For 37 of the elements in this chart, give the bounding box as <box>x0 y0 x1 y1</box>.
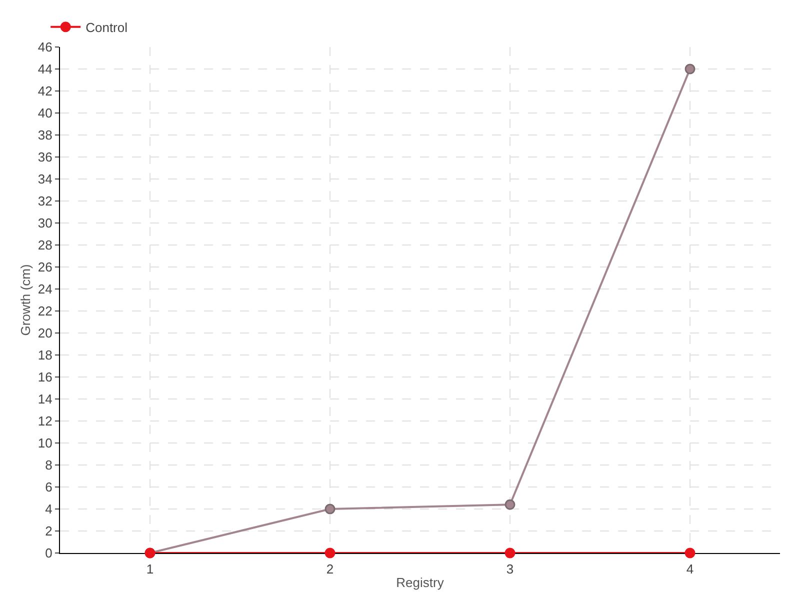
y-tick-label: 34 <box>38 172 52 187</box>
y-tick-label: 6 <box>45 480 52 495</box>
point <box>324 504 336 514</box>
y-tick-label: 16 <box>38 370 52 385</box>
y-tick-label: 0 <box>45 546 52 561</box>
y-tick-label: 44 <box>38 62 52 77</box>
x-tick-label: 3 <box>506 562 514 577</box>
x-tick-label: 4 <box>686 562 694 577</box>
y-tick-label: 40 <box>38 106 52 121</box>
point <box>684 64 696 74</box>
y-tick-label: 26 <box>38 260 52 275</box>
x-tick-label: 2 <box>326 562 334 577</box>
y-tick-label: 28 <box>38 238 52 253</box>
point <box>504 548 516 558</box>
x-tick-label: 1 <box>146 562 154 577</box>
y-tick-label: 38 <box>38 128 52 143</box>
y-tick-label: 22 <box>38 304 52 319</box>
y-tick-label: 20 <box>38 326 52 341</box>
y-tick-label: 30 <box>38 216 52 231</box>
y-tick-label: 24 <box>38 282 52 297</box>
point <box>324 548 336 558</box>
x-axis-title: Registry <box>396 575 444 590</box>
point <box>504 499 516 510</box>
y-tick-label: 10 <box>38 436 52 451</box>
y-axis-title: Growth (cm) <box>18 264 33 336</box>
y-tick-label: 8 <box>45 458 52 473</box>
y-tick-label: 36 <box>38 150 52 165</box>
y-tick-label: 4 <box>45 502 52 517</box>
y-tick-label: 12 <box>38 414 52 429</box>
point <box>684 548 696 558</box>
legend-label: Control <box>86 20 128 35</box>
y-tick-label: 32 <box>38 194 52 209</box>
y-tick-label: 18 <box>38 348 52 363</box>
y-tick-label: 14 <box>38 392 52 407</box>
y-tick-label: 2 <box>45 524 52 539</box>
y-tick-label: 46 <box>38 40 52 55</box>
y-tick-label: 42 <box>38 84 52 99</box>
